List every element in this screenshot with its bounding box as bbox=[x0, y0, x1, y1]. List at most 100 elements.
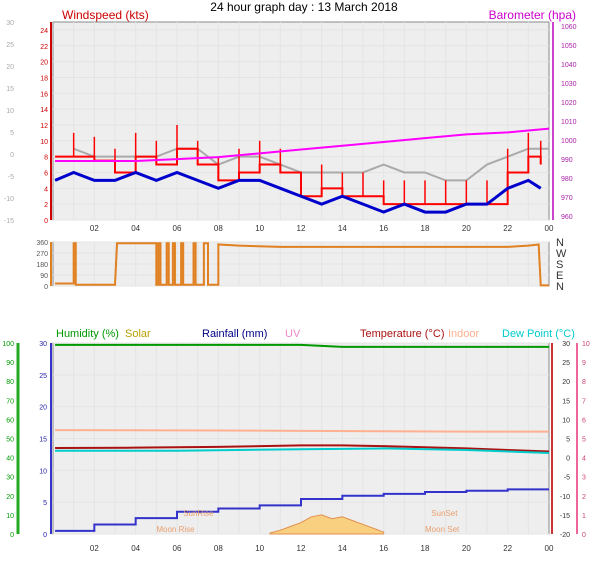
x-tick-label-bottom: 18 bbox=[421, 544, 430, 553]
dir-left-tick: 0 bbox=[44, 284, 48, 291]
uv-tick: 9 bbox=[582, 360, 586, 367]
x-tick-label-top: 22 bbox=[503, 224, 512, 233]
rain-tick: 15 bbox=[39, 437, 47, 444]
wind-left-tick: 10 bbox=[40, 139, 48, 146]
series-baro-line bbox=[55, 127, 550, 162]
wind-left-tick: 14 bbox=[40, 107, 48, 114]
uv-tick: 4 bbox=[582, 456, 586, 463]
temp-tick: 30 bbox=[562, 341, 570, 348]
baro-right-tick: 970 bbox=[561, 195, 573, 202]
humidity-tick: 60 bbox=[6, 417, 14, 424]
uv-tick: 6 bbox=[582, 417, 586, 424]
wind-left-tick: 8 bbox=[44, 155, 48, 162]
baro-right-tick: 1000 bbox=[561, 138, 577, 145]
wind-left-tick: 16 bbox=[40, 91, 48, 98]
dir-left-tick: 90 bbox=[40, 273, 48, 280]
dir-left-tick: 360 bbox=[36, 240, 48, 247]
dir-left-tick: 180 bbox=[36, 262, 48, 269]
dir-right-label: N bbox=[556, 281, 564, 293]
wind-left-tick: 18 bbox=[40, 75, 48, 82]
temp-tick: 15 bbox=[562, 398, 570, 405]
x-tick-label-bottom: 00 bbox=[545, 544, 554, 553]
legend-uv: UV bbox=[285, 328, 301, 340]
humidity-tick: 30 bbox=[6, 475, 14, 482]
dir-right-label: E bbox=[556, 270, 563, 282]
baro-right-tick: 960 bbox=[561, 214, 573, 221]
humidity-tick: 80 bbox=[6, 379, 14, 386]
x-tick-label-bottom: 04 bbox=[131, 544, 140, 553]
uv-tick: 2 bbox=[582, 494, 586, 501]
annotation-label: Moon Set bbox=[425, 525, 460, 534]
baro-right-tick: 1010 bbox=[561, 119, 577, 126]
temp-tick: 0 bbox=[566, 456, 570, 463]
temp-tick: 10 bbox=[562, 417, 570, 424]
rain-tick: 0 bbox=[43, 532, 47, 539]
x-tick-label-top: 16 bbox=[379, 224, 388, 233]
legend-humidity: Humidity (%) bbox=[56, 328, 119, 340]
series-dir-line bbox=[55, 242, 549, 287]
legend-rain: Rainfall (mm) bbox=[202, 328, 267, 340]
dir-left-tick: 270 bbox=[36, 251, 48, 258]
wind-left-tick: 12 bbox=[40, 123, 48, 130]
wind-outer-tick: 0 bbox=[10, 152, 14, 159]
temp-tick: -15 bbox=[560, 513, 570, 520]
series-indoor-line bbox=[55, 429, 549, 433]
wind-left-tick: 24 bbox=[40, 28, 48, 35]
x-tick-label-bottom: 14 bbox=[338, 544, 347, 553]
wind-outer-tick: 20 bbox=[6, 64, 14, 71]
baro-right-tick: 1040 bbox=[561, 62, 577, 69]
series-dew-line bbox=[55, 447, 550, 455]
uv-tick: 1 bbox=[582, 513, 586, 520]
wind-outer-tick: 25 bbox=[6, 42, 14, 49]
humidity-tick: 20 bbox=[6, 494, 14, 501]
x-tick-label-bottom: 02 bbox=[90, 544, 99, 553]
x-tick-label-top: 20 bbox=[462, 224, 471, 233]
x-tick-label-bottom: 10 bbox=[255, 544, 264, 553]
baro-right-tick: 1030 bbox=[561, 81, 577, 88]
uv-tick: 7 bbox=[582, 398, 586, 405]
rain-tick: 25 bbox=[39, 373, 47, 380]
wind-outer-tick: 10 bbox=[6, 108, 14, 115]
rain-tick: 5 bbox=[43, 500, 47, 507]
temp-tick: -10 bbox=[560, 494, 570, 501]
chart-title: 24 hour graph day : 13 March 2018 bbox=[210, 0, 398, 14]
x-tick-label-bottom: 06 bbox=[173, 544, 182, 553]
x-tick-label-top: 04 bbox=[131, 224, 140, 233]
wind-outer-tick: -15 bbox=[4, 218, 14, 225]
uv-tick: 10 bbox=[582, 341, 590, 348]
series-temp-line bbox=[55, 444, 550, 453]
rain-tick: 10 bbox=[39, 468, 47, 475]
baro-right-tick: 990 bbox=[561, 157, 573, 164]
legend-dew: Dew Point (°C) bbox=[502, 328, 575, 340]
x-tick-label-bottom: 08 bbox=[214, 544, 223, 553]
uv-tick: 0 bbox=[582, 532, 586, 539]
annotation-label: SunSet bbox=[431, 509, 458, 518]
series-wind-avg-line bbox=[54, 170, 542, 214]
legend-solar: Solar bbox=[125, 328, 151, 340]
wind-left-tick: 0 bbox=[44, 218, 48, 225]
wind-outer-tick: 30 bbox=[6, 20, 14, 27]
x-tick-label-bottom: 22 bbox=[503, 544, 512, 553]
wind-left-tick: 2 bbox=[44, 202, 48, 209]
wind-outer-tick: -10 bbox=[4, 196, 14, 203]
x-tick-label-bottom: 16 bbox=[379, 544, 388, 553]
uv-tick: 8 bbox=[582, 379, 586, 386]
x-tick-label-top: 06 bbox=[173, 224, 182, 233]
dir-right-label: W bbox=[556, 248, 567, 260]
humidity-tick: 10 bbox=[6, 513, 14, 520]
humidity-tick: 40 bbox=[6, 456, 14, 463]
x-tick-label-top: 02 bbox=[90, 224, 99, 233]
baro-right-tick: 1050 bbox=[561, 43, 577, 50]
temp-tick: 25 bbox=[562, 360, 570, 367]
wind-left-tick: 22 bbox=[40, 44, 48, 51]
rain-tick: 30 bbox=[39, 341, 47, 348]
x-tick-label-bottom: 12 bbox=[297, 544, 306, 553]
humidity-tick: 70 bbox=[6, 398, 14, 405]
series-solar-area bbox=[269, 514, 385, 535]
humidity-tick: 0 bbox=[10, 532, 14, 539]
x-tick-label-bottom: 20 bbox=[462, 544, 471, 553]
uv-tick: 3 bbox=[582, 475, 586, 482]
wind-outer-tick: 15 bbox=[6, 86, 14, 93]
